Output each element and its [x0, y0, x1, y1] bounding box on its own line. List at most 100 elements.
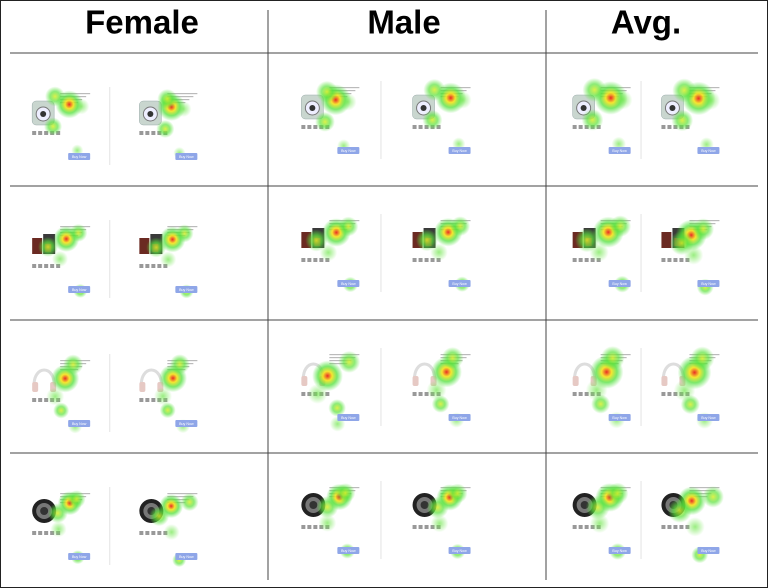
product-page: Buy Now	[301, 483, 360, 559]
product-page: Buy Now	[572, 346, 631, 429]
thumbnail	[667, 392, 672, 396]
product-page: Buy Now	[139, 493, 199, 568]
heat-blob	[430, 243, 448, 261]
grid-lines	[10, 10, 758, 580]
product-image	[309, 501, 318, 509]
heat-blob	[67, 490, 86, 509]
thumbnail	[572, 125, 577, 129]
heat-blob	[423, 78, 446, 101]
product-image	[420, 105, 427, 111]
buy-button-label: Buy Now	[341, 149, 356, 153]
heat-blob	[45, 86, 66, 107]
thumbnail	[590, 258, 595, 262]
buy-button-label: Buy Now	[701, 549, 716, 553]
buy-button-label: Buy Now	[72, 422, 87, 426]
heat-blob	[685, 517, 705, 537]
heat-blob	[175, 224, 194, 243]
column-header: Male	[367, 4, 440, 41]
thumbnail	[139, 131, 144, 135]
thumbnail	[139, 531, 144, 535]
thumbnail	[145, 531, 150, 535]
heat-blob	[609, 215, 632, 237]
heat-blob	[315, 111, 335, 132]
thumbnail	[307, 258, 312, 262]
heat-blob	[38, 236, 59, 257]
heat-blob	[684, 245, 704, 265]
heat-blob	[153, 387, 172, 406]
buy-button-label: Buy Now	[179, 288, 194, 292]
heat-blob	[606, 482, 629, 505]
thumbnail	[32, 398, 37, 402]
heat-blob	[44, 117, 63, 136]
thumbnail	[151, 131, 156, 135]
heat-blob	[157, 88, 178, 109]
product-page: Buy Now	[572, 77, 633, 154]
thumbnail	[50, 264, 55, 268]
text-line	[167, 493, 198, 495]
heat-blob	[312, 360, 343, 392]
thumbnail	[418, 125, 423, 129]
thumbnail	[139, 398, 144, 402]
heat-blob	[692, 218, 715, 240]
product-page: Buy Now	[661, 218, 720, 296]
thumbnail	[307, 125, 312, 129]
heat-blob	[581, 109, 604, 131]
heat-blob	[338, 216, 359, 237]
cells: Buy Now Buy Now Buy Now Buy Now Buy Now Buy N…	[31, 77, 724, 568]
thumbnail	[424, 525, 429, 529]
product-image	[301, 376, 308, 386]
buy-button-label: Buy Now	[452, 282, 467, 286]
text-line	[167, 496, 194, 498]
product-image	[580, 105, 587, 111]
buy-button	[608, 280, 631, 287]
buy-button-label: Buy Now	[72, 155, 87, 159]
product-image	[572, 376, 579, 386]
thumbnail	[667, 125, 672, 129]
thumbnail	[667, 258, 672, 262]
thumbnail	[412, 258, 417, 262]
thumbnail	[572, 525, 577, 529]
heat-blob	[69, 223, 88, 242]
heat-blob	[316, 496, 339, 519]
buy-button	[448, 547, 471, 554]
product-page: Buy Now	[412, 483, 471, 560]
thumbnail	[32, 531, 37, 535]
heat-blob	[46, 387, 65, 406]
product-page: Buy Now	[301, 350, 361, 432]
text-line	[167, 93, 198, 95]
product-page: Buy Now	[572, 215, 632, 293]
thumbnail	[572, 258, 577, 262]
buy-button-label: Buy Now	[452, 149, 467, 153]
product-image	[412, 376, 419, 386]
thumbnail	[578, 258, 583, 262]
thumbnail	[578, 125, 583, 129]
heat-blob	[450, 216, 471, 237]
thumbnail	[430, 258, 435, 262]
buy-button	[68, 153, 91, 160]
buy-button-label: Buy Now	[452, 549, 467, 553]
buy-button	[68, 286, 91, 293]
heat-blob	[146, 237, 167, 258]
product-page: Buy Now	[301, 80, 360, 154]
product-image	[420, 501, 429, 509]
product-page: Buy Now	[572, 482, 631, 560]
heat-blob	[156, 119, 175, 138]
heat-blob	[318, 514, 337, 532]
heat-blob	[441, 347, 464, 370]
product-image	[309, 105, 316, 111]
heat-blob	[672, 78, 697, 103]
product-page: Buy Now	[412, 347, 471, 428]
buy-button	[175, 553, 198, 560]
buy-button	[608, 547, 631, 554]
thumbnail	[679, 525, 684, 529]
thumbnail	[32, 131, 37, 135]
buy-button-label: Buy Now	[612, 549, 627, 553]
heat-blob	[600, 346, 625, 371]
heat-blob	[426, 496, 449, 519]
thumbnail	[584, 525, 589, 529]
heat-blob	[431, 395, 450, 413]
heat-blob	[700, 90, 721, 111]
buy-button-label: Buy Now	[72, 288, 87, 292]
thumbnail	[673, 525, 678, 529]
heat-blob	[149, 506, 170, 527]
